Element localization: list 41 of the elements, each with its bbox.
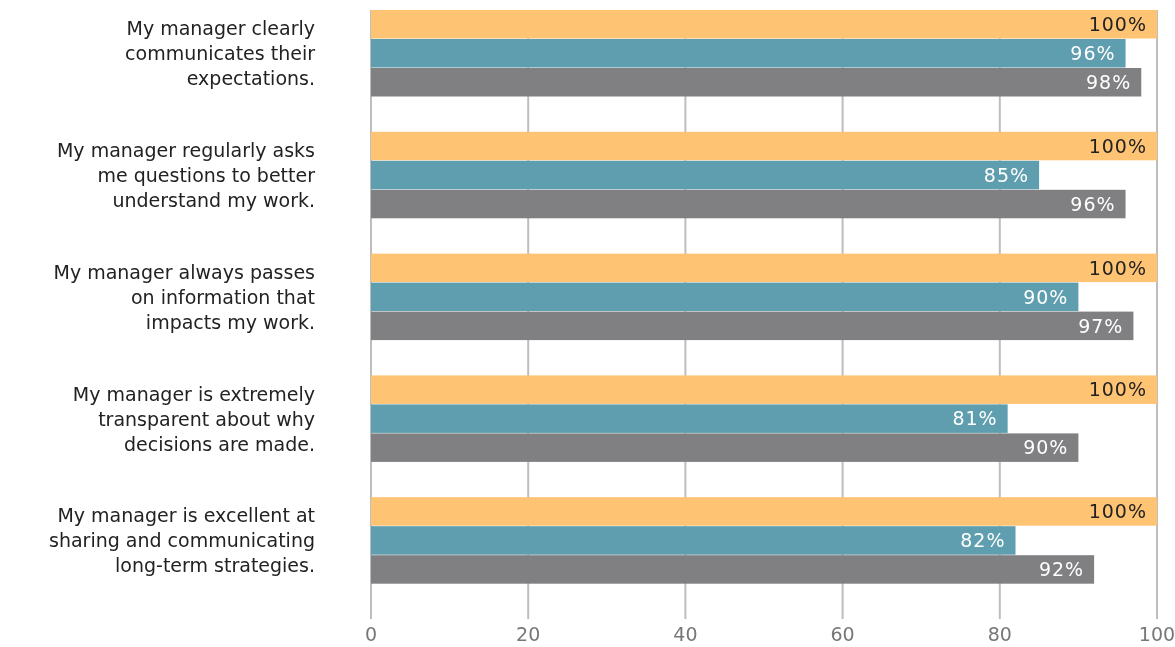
bar [371, 526, 1016, 555]
x-tick-label: 0 [364, 623, 378, 645]
data-label: 96% [1070, 192, 1116, 215]
bar [371, 555, 1095, 584]
data-label: 96% [1070, 41, 1116, 64]
data-label: 100% [1088, 500, 1147, 523]
bar [371, 253, 1157, 283]
bar [371, 68, 1142, 97]
data-label: 85% [983, 163, 1030, 186]
data-label: 82% [960, 529, 1006, 552]
y-tick-label: My manager clearly communicates their expectations. [125, 17, 316, 90]
data-label: 81% [952, 407, 998, 430]
x-tick-label: 100 [1138, 623, 1175, 645]
data-label: 90% [1023, 285, 1069, 308]
bar [371, 189, 1126, 219]
bar [371, 497, 1157, 526]
data-label: 97% [1078, 314, 1124, 337]
data-label: 100% [1088, 256, 1147, 279]
bar [371, 404, 1008, 433]
y-tick-label: My manager is extremely transparent about why decisions are made. [72, 382, 315, 455]
bar [371, 375, 1157, 404]
y-tick-label: My manager always passes on information that impacts my work. [53, 260, 315, 333]
x-tick-label: 80 [987, 623, 1012, 645]
data-label: 100% [1088, 134, 1147, 157]
y-tick-label: My manager is excellent at sharing and communicating long-term strategies. [49, 504, 315, 577]
data-label: 100% [1088, 378, 1147, 401]
bar [371, 433, 1079, 462]
data-label: 90% [1023, 436, 1069, 459]
data-label: 92% [1038, 558, 1085, 581]
bar [371, 160, 1040, 190]
y-tick-label: My manager regularly asks me questions to better understand my work. [56, 138, 316, 211]
bar [371, 282, 1079, 312]
bar [371, 311, 1134, 341]
data-label: 98% [1086, 70, 1132, 93]
bar [371, 131, 1157, 161]
data-label: 100% [1088, 12, 1147, 35]
x-tick-label: 20 [516, 623, 541, 645]
bar [371, 10, 1157, 39]
bar [371, 39, 1126, 68]
x-tick-label: 60 [830, 623, 855, 645]
x-tick-label: 40 [673, 623, 698, 645]
